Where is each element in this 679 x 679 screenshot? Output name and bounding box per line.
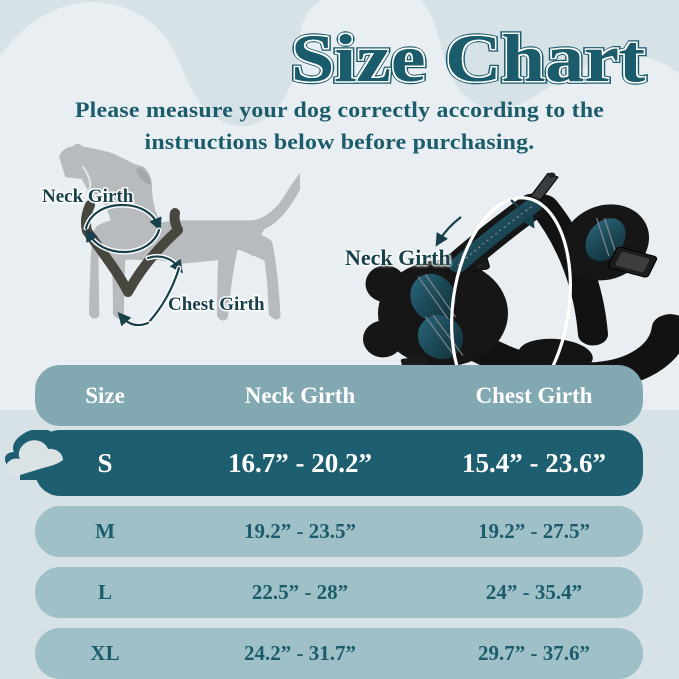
svg-text:Chest Girth: Chest Girth xyxy=(168,294,265,315)
svg-text:Neck Girth: Neck Girth xyxy=(42,186,134,207)
